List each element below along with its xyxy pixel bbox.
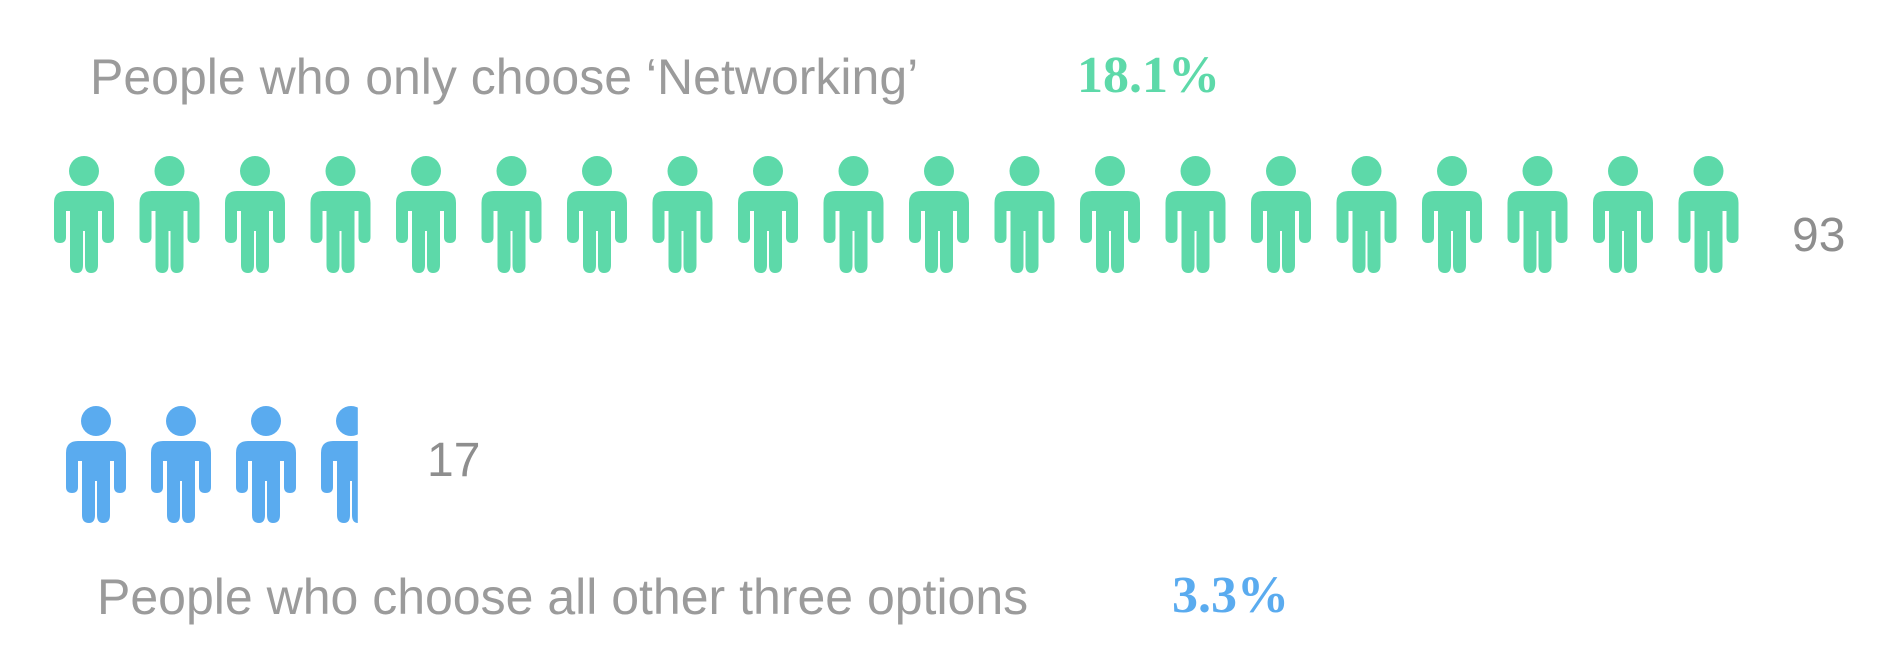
person-icon (1251, 156, 1311, 273)
person-icon (151, 406, 211, 523)
networking-count: 93 (1792, 209, 1846, 262)
person-icon (994, 156, 1055, 273)
networking-label: People who only choose ‘Networking’ (90, 49, 919, 105)
networking-icon-row (54, 156, 1739, 273)
all-three-icon-row (66, 406, 358, 523)
person-icon (1593, 156, 1653, 273)
all-three-count: 17 (427, 434, 481, 487)
person-icon (481, 156, 542, 273)
person-icon (310, 156, 371, 273)
person-icon (54, 156, 114, 273)
person-icon (321, 406, 358, 523)
person-icon (1336, 156, 1397, 273)
person-icon (567, 156, 627, 273)
networking-percent: 18.1% (1077, 47, 1220, 104)
person-icon (1080, 156, 1140, 273)
person-icon (1422, 156, 1482, 273)
all-three-percent: 3.3% (1172, 567, 1289, 624)
all-three-label: People who choose all other three option… (97, 569, 1029, 625)
person-icon (396, 156, 456, 273)
person-icon (225, 156, 285, 273)
person-icon (823, 156, 884, 273)
person-icon (1165, 156, 1226, 273)
person-icon (1678, 156, 1739, 273)
person-icon (652, 156, 713, 273)
person-icon (909, 156, 969, 273)
person-icon (139, 156, 200, 273)
person-icon (236, 406, 296, 523)
person-icon (66, 406, 126, 523)
person-icon (738, 156, 798, 273)
person-icon (1507, 156, 1568, 273)
